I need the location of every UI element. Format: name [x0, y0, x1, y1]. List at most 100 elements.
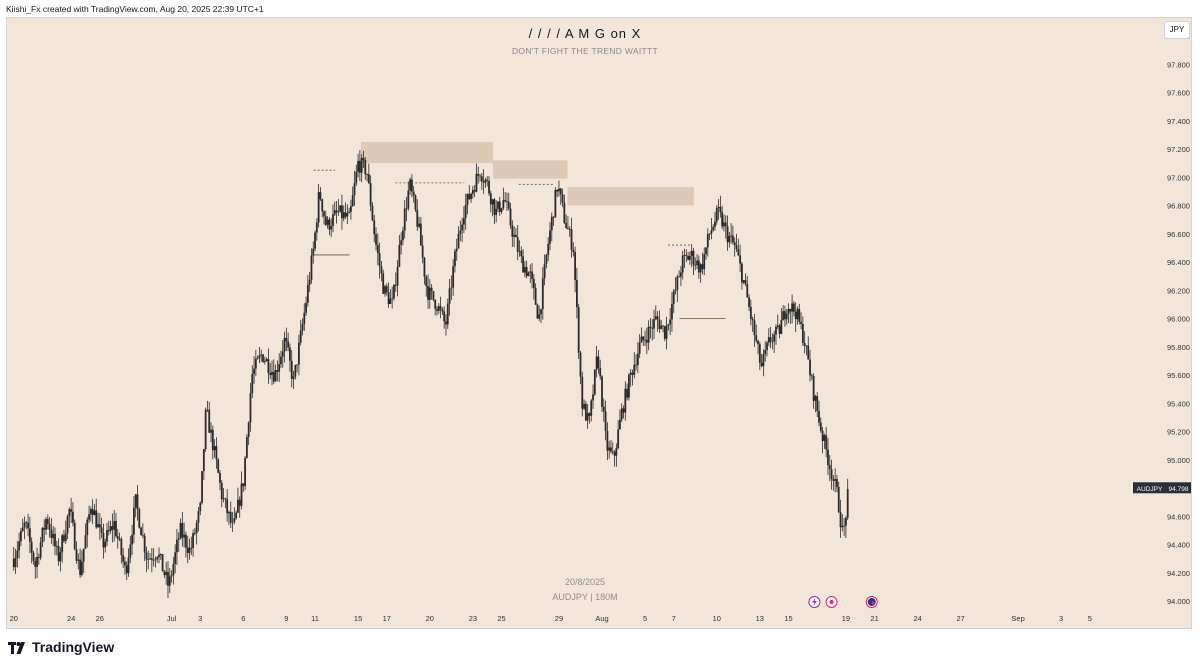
candle-body [753, 320, 756, 336]
candle-body [518, 250, 521, 252]
candle-body [507, 201, 510, 209]
candle-body [565, 222, 568, 228]
candle-body [140, 527, 142, 536]
candle-body [127, 557, 130, 574]
candle-body [665, 325, 668, 339]
candle-body [672, 291, 675, 304]
candle-body [186, 547, 189, 553]
candle-body [141, 535, 144, 537]
candle-body [296, 364, 299, 366]
candle-body [281, 351, 284, 357]
candle-body [265, 359, 268, 361]
candle-body [527, 272, 530, 277]
candle-body [457, 234, 460, 249]
candle-body [540, 309, 542, 315]
candle-body [662, 325, 664, 327]
candle-body [599, 368, 602, 377]
candle-body [292, 376, 295, 379]
candle-body [628, 374, 630, 398]
candle-body [73, 522, 76, 550]
candle-body [280, 356, 282, 365]
candle-body [751, 318, 754, 321]
y-tick-label: 95.600 [1167, 371, 1190, 380]
candle-body [328, 219, 331, 230]
candle-body [785, 313, 788, 320]
candle-body [678, 276, 681, 278]
candle-body [593, 369, 596, 395]
candle-body [355, 171, 358, 184]
x-tick-label: 21 [870, 614, 878, 623]
candle-body [274, 370, 277, 382]
candle-body [624, 388, 627, 413]
candle-body [437, 306, 440, 311]
tradingview-logo[interactable]: TradingView [8, 639, 114, 655]
candle-body [651, 327, 654, 329]
candle-body [602, 406, 605, 412]
candle-body [46, 519, 49, 524]
candle-body [568, 229, 571, 230]
candle-body [25, 522, 28, 524]
candle-body [622, 408, 625, 413]
candle-body [791, 303, 794, 312]
candle-body [75, 549, 78, 561]
currency-button[interactable]: JPY [1164, 21, 1190, 39]
candle-body [115, 521, 117, 537]
candle-body [782, 311, 785, 320]
candle-body [445, 321, 447, 325]
candle-body [541, 278, 544, 310]
candle-body [183, 534, 186, 538]
candle-body [515, 234, 517, 238]
candle-body [778, 325, 781, 334]
candle-body [89, 509, 92, 515]
x-tick-label: 17 [383, 614, 391, 623]
candle-body [504, 200, 507, 202]
y-tick-label: 95.400 [1167, 399, 1190, 408]
candle-body [737, 249, 740, 256]
candle-body [290, 360, 293, 379]
candle-body [780, 319, 783, 334]
candle-body [669, 319, 672, 325]
tradingview-logo-icon [8, 641, 28, 654]
candle-body [629, 372, 632, 375]
candle-body [687, 255, 689, 260]
candle-body [681, 255, 684, 273]
candle-body [714, 221, 716, 227]
candle-body [172, 564, 175, 576]
candle-body [315, 222, 318, 233]
candle-body [80, 561, 83, 575]
candle-body [705, 247, 707, 255]
candle-body [581, 376, 584, 409]
candle-body [633, 364, 636, 375]
candle-body [215, 446, 218, 460]
candle-body [192, 533, 194, 548]
candle-body [403, 208, 406, 231]
chart-frame[interactable] [6, 17, 1192, 629]
candle-body [36, 556, 38, 567]
candle-body [190, 547, 193, 549]
candle-body [658, 319, 661, 330]
candle-body [810, 375, 813, 377]
candle-body [532, 278, 535, 289]
candle-body [794, 311, 797, 320]
candle-body [95, 510, 98, 528]
candle-body [303, 312, 306, 325]
candle-body [613, 451, 616, 456]
candle-body [769, 337, 772, 342]
candle-body [699, 264, 702, 273]
candle-body [262, 354, 264, 362]
candle-body [798, 308, 801, 322]
candle-body [204, 409, 207, 450]
candle-body [72, 511, 74, 523]
symbol-tag-text: AUDJPY [1137, 486, 1163, 493]
candle-body [758, 344, 761, 363]
candle-body [690, 250, 693, 256]
y-tick-label: 96.800 [1167, 202, 1190, 211]
candle-body [443, 311, 446, 322]
candle-body [836, 479, 838, 488]
candle-body [543, 263, 546, 279]
y-tick-label: 97.600 [1167, 89, 1190, 98]
candle-body [439, 306, 442, 310]
candle-body [82, 548, 85, 562]
candle-body [563, 202, 566, 223]
